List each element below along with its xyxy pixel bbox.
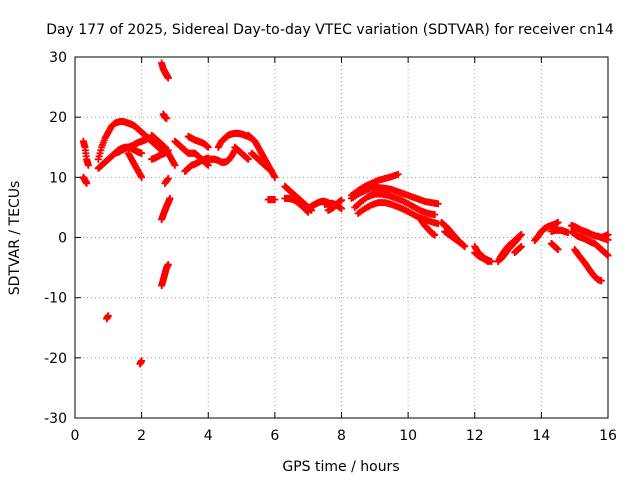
axis-ticks: 0 2 4 6 8 10 12 14 16 -30 -20 -10 0 10 20 30 [44,50,617,444]
series-arc-p [171,137,212,169]
data-point-marker [431,211,439,219]
data-points [79,59,612,368]
x-tick-label: 10 [399,428,417,444]
data-point-marker [431,231,439,239]
series-arc-x [264,196,279,204]
x-tick-label: 16 [599,428,617,444]
y-tick-label: -10 [44,291,67,307]
data-point-marker [164,261,172,269]
series-arc-n [103,312,112,323]
x-tick-label: 2 [137,428,146,444]
series-arc-h [148,146,172,163]
data-point-marker [164,74,172,82]
data-point-marker [204,143,212,151]
data-point-marker [138,173,146,181]
data-point-marker [271,173,279,181]
y-tick-label: -30 [44,411,67,427]
data-point-marker [604,252,612,260]
data-point-marker [104,312,112,320]
x-tick-label: 0 [71,428,80,444]
series-arc-e [111,134,152,157]
data-point-marker [484,258,492,266]
series-arc-u [231,143,252,163]
series-arc-au [571,246,605,285]
series-arc-v [244,131,279,181]
series-arc-l [158,261,172,290]
data-point-marker [597,277,605,285]
series-arc-at [567,227,612,260]
x-tick-label: 4 [204,428,213,444]
series-arc-ac [324,196,345,214]
y-tick-label: 10 [49,170,67,186]
x-tick-label: 6 [270,428,279,444]
x-axis-label: GPS time / hours [282,459,399,475]
series-arc-a [79,137,92,169]
data-point-marker [204,161,212,169]
series-arc-ao [511,243,525,257]
series-arc-k [158,194,174,223]
data-point-marker [338,196,345,204]
series-arc-w [248,149,276,175]
series-arc-ah [417,217,439,239]
y-axis-label: SDTVAR / TECUs [7,181,23,296]
x-tick-label: 12 [466,428,484,444]
series-arc-t [204,146,239,166]
grid-lines [75,57,608,418]
x-tick-label: 14 [532,428,550,444]
data-point-marker [164,175,172,183]
data-point-marker [554,218,562,226]
series-arc-ar [547,240,562,254]
series-arc-af [351,190,439,219]
series-arc-b [79,173,91,187]
series-arc-r [184,132,212,151]
series-arc-ap [531,218,562,245]
series-arc-f [124,149,146,181]
series-arc-i [158,59,172,82]
y-tick-label: 30 [49,50,67,66]
data-point-marker [268,167,276,175]
data-point-marker [163,114,171,122]
series-arc-m [161,175,172,187]
data-point-marker [517,243,525,251]
y-tick-label: 20 [49,110,67,126]
series-arc-aj [441,227,465,248]
data-point-marker [271,196,279,204]
x-tick-label: 8 [337,428,346,444]
series-arc-av [597,230,612,241]
y-tick-label: 0 [58,231,67,247]
data-point-marker [171,161,179,169]
data-point-marker [517,230,525,238]
series-arc-o [136,357,146,368]
data-point-marker [554,246,562,254]
series-arc-ae [347,184,442,208]
data-point-marker [457,240,465,248]
series-arc-an [497,235,522,263]
data-point-marker [164,146,172,154]
data-point-marker [166,194,174,202]
data-point-marker [604,230,612,238]
series-arc-j [159,110,171,122]
data-point-marker [138,149,146,157]
data-point-marker [338,205,345,213]
chart-title: Day 177 of 2025, Sidereal Day-to-day VTE… [46,22,614,38]
data-point-marker [514,235,522,243]
data-point-marker [83,179,91,187]
data-point-marker [394,170,402,178]
data-point-marker [138,357,146,365]
series-arc-al [471,249,492,266]
data-point-marker [434,200,442,208]
data-point-marker [244,155,252,163]
data-point-marker [84,161,92,169]
y-tick-label: -20 [44,351,67,367]
